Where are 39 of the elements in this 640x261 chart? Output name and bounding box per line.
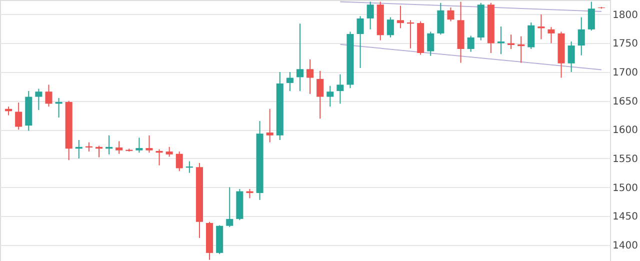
y-tick-label: 1550 (612, 154, 638, 165)
candlestick (226, 186, 234, 228)
candlestick (286, 72, 294, 92)
candlestick (316, 70, 324, 120)
candlestick (447, 6, 454, 22)
candlestick (588, 1, 595, 32)
candlestick (568, 40, 575, 73)
candlestick (136, 137, 143, 154)
candlestick (15, 102, 22, 130)
candlestick (528, 22, 535, 50)
y-tick-label: 1400 (612, 240, 638, 252)
y-tick-label: 1800 (612, 10, 638, 21)
candlestick (507, 34, 515, 50)
candlestick (146, 134, 153, 154)
candlestick (326, 85, 334, 108)
candlestick (548, 26, 555, 44)
y-tick-label: 1600 (612, 125, 638, 136)
candlestick (366, 1, 374, 30)
y-tick-label: 1650 (612, 96, 638, 108)
y-tick-label: 1450 (612, 212, 638, 223)
candlestick (578, 16, 585, 56)
candlestick (427, 31, 434, 56)
candlestick (386, 16, 394, 38)
candlestick (266, 108, 274, 143)
candlestick (396, 5, 404, 29)
candlestick (166, 146, 173, 158)
candlestick (356, 16, 364, 68)
candlestick (437, 2, 444, 36)
candlestick (116, 140, 123, 154)
candlestick (35, 88, 42, 111)
y-tick-label: 1700 (612, 68, 638, 79)
candlestick (306, 58, 314, 94)
candlestick (336, 74, 344, 104)
y-tick-label: 1500 (612, 182, 638, 194)
y-tick-label: 1750 (612, 38, 638, 50)
candlestick (176, 151, 183, 172)
candlestick (467, 35, 474, 52)
candlestick (296, 23, 304, 92)
candlestick (45, 84, 52, 108)
